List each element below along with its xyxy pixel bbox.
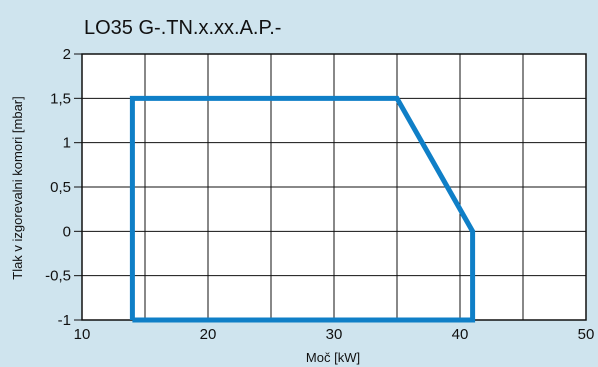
plot-area: 2 1,5 1 0,5 0 -0,5 -110 20 30 40 50 [45, 46, 594, 343]
x-axis-label: Moč [kW] [306, 350, 360, 365]
x-tick-label: 40 [452, 326, 469, 343]
x-tick-label: 20 [200, 326, 217, 343]
x-tick-label: 10 [74, 326, 91, 343]
y-tick-label: 0,5 [50, 179, 71, 196]
y-tick-label: 2 [63, 46, 71, 63]
y-tick-label: -1 [58, 312, 71, 329]
y-tick-label: -0,5 [45, 268, 71, 285]
y-tick-label: 0 [63, 223, 71, 240]
y-tick-label: 1 [63, 135, 71, 152]
y-axis-label: Tlak v izgorevalni komori [mbar] [10, 96, 25, 280]
chart-title: LO35 G-.TN.x.xx.A.P.- [84, 17, 281, 39]
x-tick-label: 30 [326, 326, 343, 343]
x-tick-label: 50 [578, 326, 595, 343]
series-line [129, 95, 476, 323]
y-tick-label: 1,5 [50, 90, 71, 107]
